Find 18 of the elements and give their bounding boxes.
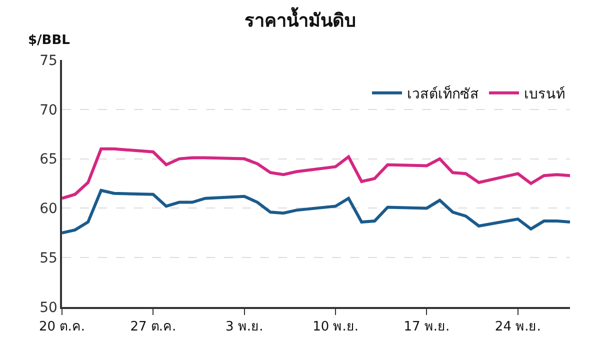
x-tick-label: 27 ต.ค. bbox=[130, 319, 176, 334]
line-series bbox=[62, 147, 570, 200]
legend-label: เบรนท์ bbox=[524, 85, 565, 102]
y-tick-label: 65 bbox=[40, 152, 58, 168]
chart-title: ราคาน้ำมันดิบ bbox=[244, 6, 356, 32]
line-series bbox=[62, 188, 570, 234]
y-tick-label: 75 bbox=[40, 52, 58, 69]
legend-label: เวสต์เท็กซัส bbox=[407, 84, 479, 102]
x-tick-label: 20 ต.ค. bbox=[39, 319, 85, 334]
y-tick-label: 50 bbox=[40, 300, 58, 316]
y-tick-label: 70 bbox=[40, 102, 58, 118]
y-tick-label: 55 bbox=[40, 250, 58, 266]
x-tick-label: 24 พ.ย. bbox=[494, 319, 541, 334]
y-axis-title: $/BBL bbox=[28, 33, 70, 48]
x-tick-label: 17 พ.ย. bbox=[404, 319, 450, 334]
x-tick-label: 10 พ.ย. bbox=[312, 319, 359, 334]
x-tick-label: 3 พ.ย. bbox=[226, 319, 264, 334]
y-tick-label: 60 bbox=[40, 201, 58, 218]
